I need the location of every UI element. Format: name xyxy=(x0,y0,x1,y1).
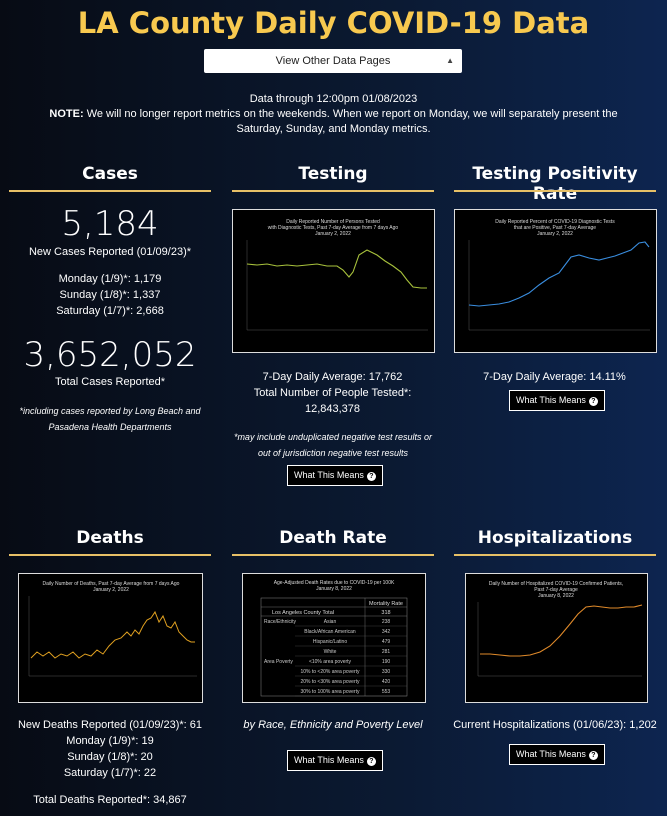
hospitalizations-chart[interactable]: Daily Number of Hospitalized COVID-19 Co… xyxy=(465,573,648,703)
data-pages-select[interactable]: View Other Data Pages ▲ xyxy=(204,49,462,73)
table-row-label: 30% to 100% area poverty xyxy=(301,689,360,695)
button-label: What This Means xyxy=(294,470,364,480)
table-header: Mortality Rate xyxy=(369,601,403,607)
death-rate-chart-title: Age-Adjusted Death Rates due to COVID-19… xyxy=(274,580,395,586)
table-row-value: 330 xyxy=(382,669,391,675)
deaths-chart[interactable]: Daily Number of Deaths, Past 7-day Avera… xyxy=(18,573,203,703)
table-row-value: 190 xyxy=(382,659,391,665)
button-label: What This Means xyxy=(516,749,586,759)
cases-footnote: *including cases reported by Long Beach … xyxy=(19,406,201,432)
new-cases-label: New Cases Reported (01/09/23)* xyxy=(28,246,192,258)
svg-text:Past 7-day Average: Past 7-day Average xyxy=(534,587,578,593)
svg-text:January 8, 2022: January 8, 2022 xyxy=(316,586,352,592)
positivity-title: Testing Positivity Rate xyxy=(472,164,638,204)
testing-chart-title: Daily Reported Number of Persons Tested xyxy=(286,219,380,225)
death-rate-table-panel[interactable]: Age-Adjusted Death Rates due to COVID-19… xyxy=(242,573,426,703)
table-row-value: 281 xyxy=(382,649,391,655)
select-label: View Other Data Pages xyxy=(275,55,391,67)
hospitalizations-line xyxy=(480,604,643,657)
svg-text:that are Positive, Past 7-day: that are Positive, Past 7-day Average xyxy=(514,225,596,231)
table-row-value: 342 xyxy=(382,629,391,635)
question-icon: ? xyxy=(588,397,598,406)
svg-text:January 2, 2022: January 2, 2022 xyxy=(93,587,129,593)
table-row-value: 420 xyxy=(382,679,391,685)
total-cases-count: 3,652,052 xyxy=(23,335,197,375)
positivity-line xyxy=(468,241,650,307)
table-row-label: Asian xyxy=(324,619,337,625)
testing-total: 12,843,378 xyxy=(304,403,361,415)
death-rate-caption: by Race, Ethnicity and Poverty Level xyxy=(243,719,423,731)
button-label: What This Means xyxy=(294,755,364,765)
positivity-avg: 7-Day Daily Average: 14.11% xyxy=(483,371,626,383)
cases-monday: Monday (1/9)*: 1,179 xyxy=(58,273,162,285)
cases-title: Cases xyxy=(82,164,138,184)
table-row-value: 238 xyxy=(382,619,391,625)
note-label: NOTE: xyxy=(49,108,84,120)
hospitalizations-chart-title: Daily Number of Hospitalized COVID-19 Co… xyxy=(489,581,623,587)
svg-text:January 2, 2022: January 2, 2022 xyxy=(537,231,573,237)
table-row-label: 20% to <30% area poverty xyxy=(300,679,360,685)
testing-total-label: Total Number of People Tested*: xyxy=(253,387,412,399)
testing-chart[interactable]: Daily Reported Number of Persons Tested … xyxy=(232,209,435,353)
deaths-sunday: Sunday (1/8)*: 20 xyxy=(67,751,153,763)
note-text: We will no longer report metrics on the … xyxy=(86,108,618,135)
deaths-saturday: Saturday (1/7)*: 22 xyxy=(63,767,157,779)
table-row-label: <10% area poverty xyxy=(309,659,352,665)
positivity-chart[interactable]: Daily Reported Percent of COVID-19 Diagn… xyxy=(454,209,657,353)
button-label: What This Means xyxy=(516,395,586,405)
table-row-label: Black/African American xyxy=(304,629,356,635)
new-deaths: New Deaths Reported (01/09/23)*: 61 xyxy=(17,719,203,731)
deaths-rule xyxy=(9,554,211,556)
total-cases-label: Total Cases Reported* xyxy=(54,376,166,388)
deaths-line xyxy=(30,610,195,659)
testing-footnote: *may include unduplicated negative test … xyxy=(233,432,433,458)
table-total-label: Los Angeles County Total xyxy=(272,610,334,616)
question-icon: ? xyxy=(366,472,376,481)
new-cases-count: 5,184 xyxy=(61,204,159,244)
cases-rule xyxy=(9,190,211,192)
question-icon: ? xyxy=(366,757,376,766)
testing-title: Testing xyxy=(298,164,368,184)
cases-sunday: Sunday (1/8)*: 1,337 xyxy=(59,289,161,301)
table-total: 318 xyxy=(381,610,390,616)
question-icon: ? xyxy=(588,751,598,760)
positivity-what-this-means-button[interactable]: What This Means? xyxy=(509,390,605,411)
total-deaths: Total Deaths Reported*: 34,867 xyxy=(33,794,187,806)
table-group-label: Area Poverty xyxy=(264,659,293,665)
positivity-chart-title: Daily Reported Percent of COVID-19 Diagn… xyxy=(495,219,615,225)
data-through: Data through 12:00pm 01/08/2023 xyxy=(249,93,418,105)
select-arrows-icon: ▲ xyxy=(446,56,454,65)
deaths-title: Deaths xyxy=(76,528,144,548)
table-row-label: Hispanic/Latino xyxy=(313,639,347,645)
death-rate-what-this-means-button[interactable]: What This Means? xyxy=(287,750,383,771)
svg-text:with Diagnostic Tests, Past 7-: with Diagnostic Tests, Past 7-day Averag… xyxy=(268,225,399,231)
hospitalizations-title: Hospitalizations xyxy=(477,528,633,548)
svg-text:January 8, 2022: January 8, 2022 xyxy=(538,593,574,599)
testing-rule xyxy=(232,190,434,192)
death-rate-title: Death Rate xyxy=(279,528,387,548)
table-row-label: White xyxy=(324,649,337,655)
table-row-value: 553 xyxy=(382,689,391,695)
death-rate-rule xyxy=(232,554,434,556)
deaths-chart-title: Daily Number of Deaths, Past 7-day Avera… xyxy=(43,581,180,587)
testing-line xyxy=(246,249,427,289)
hospitalizations-rule xyxy=(454,554,656,556)
note-block: Data through 12:00pm 01/08/2023 NOTE: We… xyxy=(0,92,667,137)
table-row-label: 10% to <20% area poverty xyxy=(300,669,360,675)
svg-text:January 2, 2022: January 2, 2022 xyxy=(315,231,351,237)
deaths-monday: Monday (1/9)*: 19 xyxy=(66,735,154,747)
table-group-label: Race/Ethnicity xyxy=(264,619,296,625)
hospitalizations-what-this-means-button[interactable]: What This Means? xyxy=(509,744,605,765)
cases-saturday: Saturday (1/7)*: 2,668 xyxy=(56,305,164,317)
testing-avg: 7-Day Daily Average: 17,762 xyxy=(262,371,403,383)
table-row-value: 479 xyxy=(382,639,391,645)
current-hospitalizations: Current Hospitalizations (01/06/23): 1,2… xyxy=(453,719,657,731)
page-title: LA County Daily COVID-19 Data xyxy=(77,6,590,40)
testing-what-this-means-button[interactable]: What This Means? xyxy=(287,465,383,486)
positivity-rule xyxy=(454,190,656,192)
